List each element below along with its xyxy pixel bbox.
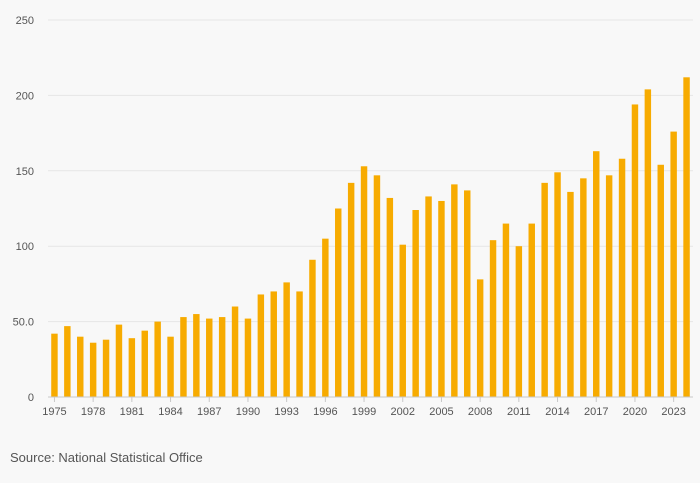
y-tick-label: 250 <box>16 15 34 27</box>
bar-2015 <box>567 191 574 397</box>
bar-1982 <box>141 330 148 397</box>
bar-1991 <box>257 294 265 397</box>
y-tick-label: 150 <box>16 166 34 178</box>
bar-1977 <box>77 336 84 397</box>
x-tick-label: 2005 <box>429 406 453 418</box>
y-tick-label: 0 <box>28 392 34 404</box>
x-tick-label: 1981 <box>120 406 144 418</box>
bar-1983 <box>154 321 161 397</box>
bar-2003 <box>412 210 419 397</box>
bar-2011 <box>515 246 523 397</box>
x-tick-label: 1999 <box>352 406 376 418</box>
bar-2009 <box>489 240 497 397</box>
bar-2023 <box>670 131 677 397</box>
bar-1980 <box>115 324 123 397</box>
bar-1998 <box>347 182 355 397</box>
bar-2024 <box>683 77 690 398</box>
bar-2008 <box>476 279 484 397</box>
bar-1984 <box>167 336 174 397</box>
bar-2019 <box>618 158 626 397</box>
bar-1990 <box>244 318 252 397</box>
source-note: Source: National Statistical Office <box>10 450 203 465</box>
x-tick-label: 2011 <box>507 406 531 418</box>
bar-2001 <box>386 197 394 397</box>
x-tick-label: 1978 <box>81 406 105 418</box>
bar-2004 <box>425 196 432 397</box>
bar-2002 <box>399 244 406 397</box>
bar-1994 <box>296 291 303 397</box>
bar-2007 <box>464 190 471 397</box>
bar-2016 <box>580 178 587 397</box>
bar-1978 <box>89 342 97 397</box>
bar-1987 <box>206 318 213 397</box>
bar-2014 <box>554 172 561 397</box>
bar-1986 <box>193 314 200 397</box>
bar-1981 <box>128 338 136 397</box>
x-tick-label: 1993 <box>274 406 298 418</box>
x-tick-label: 2023 <box>661 406 685 418</box>
bar-2005 <box>438 200 445 397</box>
bar-2013 <box>541 182 548 397</box>
x-axis-ticks: 1975 1978 1981 1984 1987 1990 1993 1996 1999 2002… <box>42 397 686 418</box>
x-tick-label: 1987 <box>197 406 221 418</box>
bar-2021 <box>644 89 652 398</box>
x-tick-label: 1975 <box>42 406 66 418</box>
bar-1997 <box>335 208 342 397</box>
bar-1995 <box>309 259 316 397</box>
bar-1975 <box>51 333 58 397</box>
bar-2020 <box>631 104 639 397</box>
bar-1999 <box>360 166 368 397</box>
x-tick-label: 2008 <box>468 406 492 418</box>
bar-1989 <box>231 306 239 397</box>
bar-1985 <box>180 317 187 397</box>
y-axis-ticks: 0 50.0 100 150 200 250 <box>13 15 34 404</box>
bar-1992 <box>270 291 277 397</box>
x-tick-label: 2020 <box>623 406 647 418</box>
bar-1979 <box>102 339 110 397</box>
bar-2012 <box>528 223 535 397</box>
bar-2006 <box>451 184 458 397</box>
bar-2010 <box>502 223 510 397</box>
bar-2000 <box>373 175 381 397</box>
bar-1988 <box>218 317 226 397</box>
y-tick-label: 50.0 <box>13 317 34 329</box>
x-tick-label: 1990 <box>236 406 260 418</box>
bar-1993 <box>283 282 290 397</box>
bar-1976 <box>64 326 71 397</box>
y-tick-label: 100 <box>16 241 34 253</box>
x-tick-label: 2014 <box>545 406 569 418</box>
bar-2018 <box>605 175 613 397</box>
x-tick-label: 2017 <box>584 406 608 418</box>
x-tick-label: 2002 <box>391 406 415 418</box>
bar-1996 <box>322 238 329 397</box>
x-tick-label: 1984 <box>158 406 182 418</box>
y-tick-label: 200 <box>16 90 34 102</box>
bar-2022 <box>657 164 664 397</box>
bar-2017 <box>593 151 600 397</box>
x-tick-label: 1996 <box>313 406 337 418</box>
bars <box>51 77 690 398</box>
